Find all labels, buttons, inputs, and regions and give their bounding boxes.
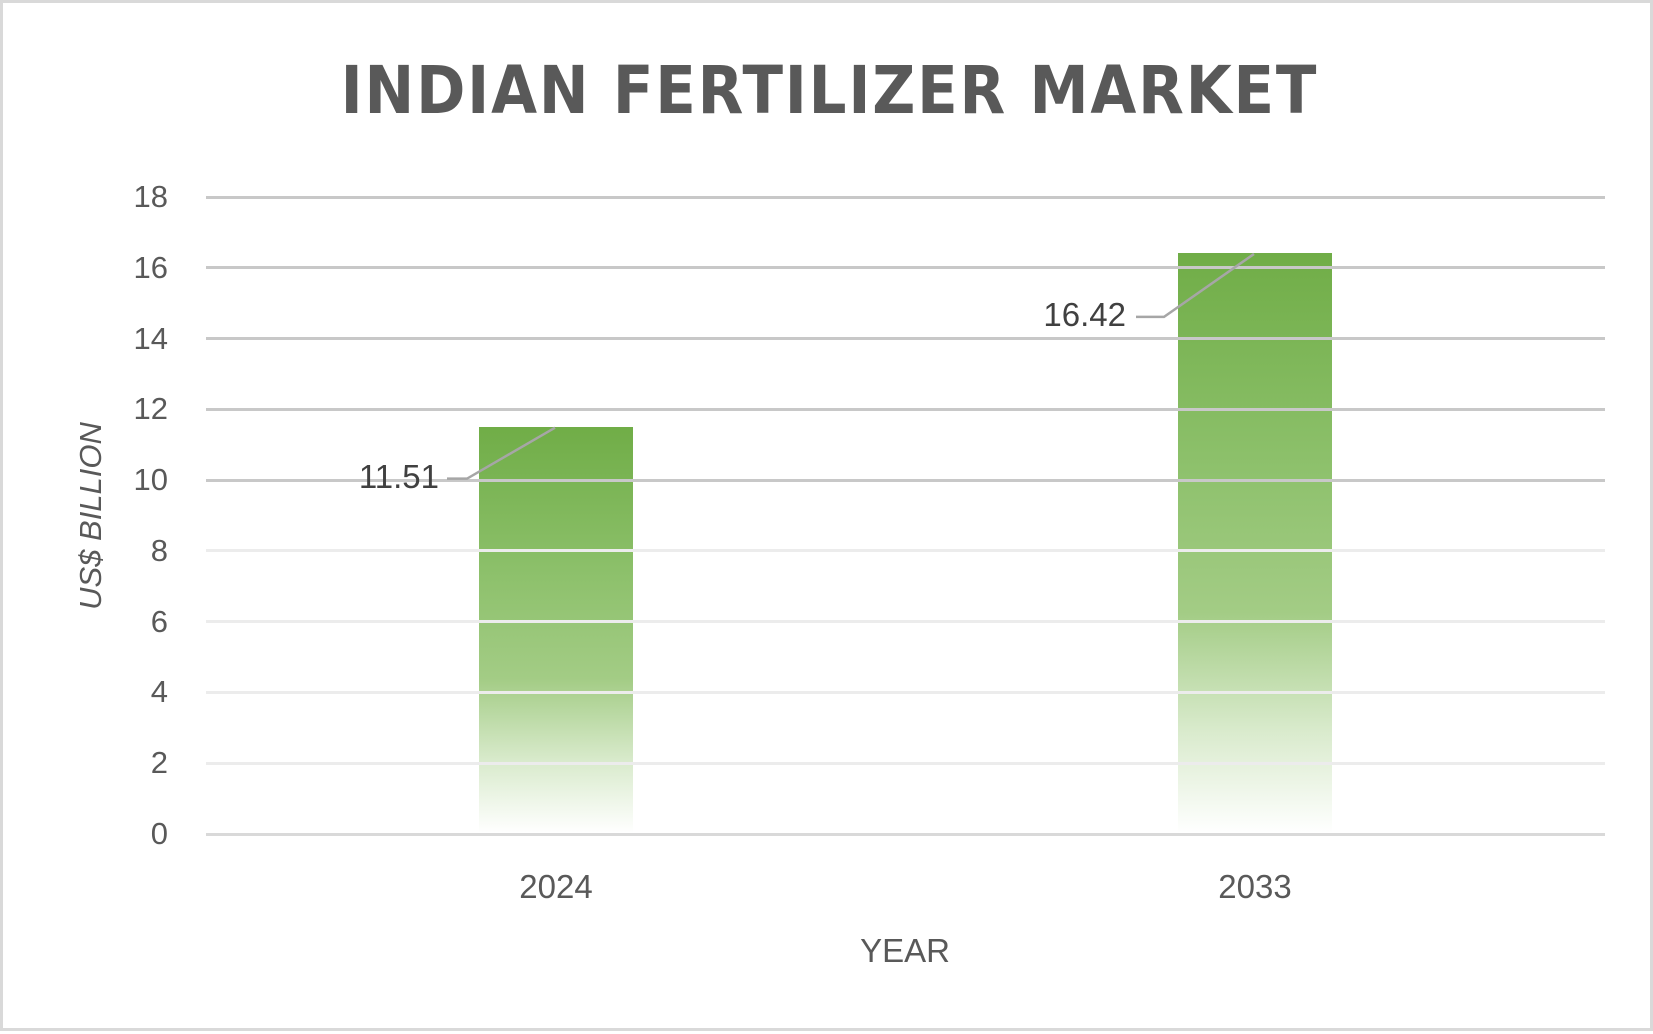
data-label-2033: 16.42 (1043, 295, 1126, 333)
y-tick-label: 16 (133, 249, 168, 285)
y-tick-label: 4 (150, 674, 168, 710)
gridline-0 (206, 832, 1605, 836)
gridline-18 (206, 195, 1605, 199)
y-tick-label: 10 (133, 462, 168, 498)
y-tick-label: 8 (150, 532, 168, 568)
gridline-12 (206, 407, 1605, 411)
y-tick-label: 6 (150, 603, 168, 639)
gridline-8 (206, 549, 1605, 553)
data-label-2024: 11.51 (358, 457, 439, 495)
x-tick-label: 2024 (519, 868, 593, 905)
y-tick-label: 14 (133, 320, 168, 356)
x-tick-label: 2033 (1218, 868, 1292, 905)
bar-2033[interactable] (1178, 252, 1332, 833)
chart-title: INDIAN FERTILIZER MARKET (340, 52, 1319, 129)
gridline-14 (206, 337, 1605, 341)
gridline-10 (206, 478, 1605, 482)
bar-2024[interactable] (479, 426, 633, 833)
gridline-4 (206, 690, 1605, 694)
gridline-6 (206, 620, 1605, 624)
y-tick-label: 12 (133, 391, 168, 427)
y-tick-label: 18 (133, 179, 168, 214)
x-axis-title: YEAR (860, 932, 950, 969)
data-label-leaders (447, 252, 1255, 480)
gridline-2 (206, 761, 1605, 765)
y-axis-title: US$ BILLION (73, 422, 108, 610)
y-tick-label: 2 (150, 745, 168, 781)
y-tick-label: 0 (150, 816, 168, 851)
gridline-16 (206, 266, 1605, 270)
